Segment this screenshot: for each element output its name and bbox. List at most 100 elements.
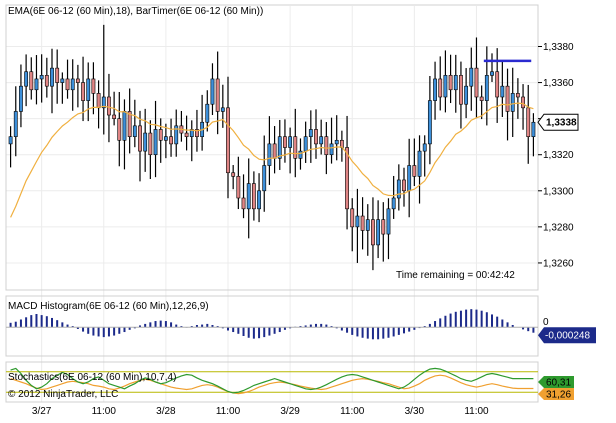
candle-body [371, 219, 375, 246]
candle-body [65, 78, 70, 91]
candle-body [531, 121, 536, 137]
candle-body [13, 111, 18, 137]
candle-body [459, 75, 463, 105]
macd-histogram-bars [9, 309, 535, 340]
candle-body [75, 78, 80, 83]
candle-body [220, 107, 225, 112]
time-axis: 3/27 11:00 3/28 11:00 3/29 11:00 3/30 11:00 [32, 406, 489, 417]
price-axis: 1,33801,33601,33401,33201,33001,32801,32… [538, 42, 574, 269]
candle-body [526, 107, 531, 137]
grid-lines [6, 6, 538, 402]
candle-body [277, 136, 282, 159]
candle-body [391, 197, 396, 210]
macd-label: MACD Histogram(6E 06-12 (60 Min),12,26,9… [8, 301, 209, 312]
candle-body [205, 103, 210, 123]
time-tick-label: 3/30 [405, 406, 425, 417]
last-price-value: 1,3338 [546, 118, 577, 129]
candle-body [138, 125, 142, 152]
candle-body [298, 150, 303, 159]
candle-body [184, 132, 189, 137]
candle-body [505, 85, 510, 112]
price-tick-label: 1,3260 [543, 258, 574, 269]
price-tick-label: 1,3360 [543, 78, 574, 89]
candle-body [158, 129, 163, 141]
candle-body [500, 85, 505, 98]
candle-body [438, 78, 443, 98]
time-tick-label: 11:00 [464, 406, 489, 417]
price-tick-label: 1,3300 [543, 186, 574, 197]
candle-body [29, 71, 34, 91]
candle-body [101, 96, 106, 109]
candle-body [91, 78, 96, 94]
candle-body [412, 165, 417, 177]
candle-body [319, 136, 324, 145]
candle-body [44, 75, 49, 87]
candle-body [490, 71, 494, 76]
stoch-d-value: 31,26 [546, 390, 571, 401]
candle-body [241, 197, 246, 210]
candle-body [132, 125, 137, 137]
price-indicator-label: EMA(6E 06-12 (60 Min),18), BarTimer(6E 0… [8, 6, 263, 17]
macd-last-value: -0,000248 [545, 331, 590, 342]
candle-body [153, 129, 158, 156]
candle-body [469, 67, 474, 87]
candle-body [195, 129, 199, 137]
candle-body [163, 136, 168, 141]
candle-body [422, 143, 427, 152]
candle-body [308, 129, 313, 137]
candle-body [86, 78, 91, 101]
candle-body [427, 100, 432, 145]
candle-body [210, 78, 215, 105]
time-tick-label: 11:00 [340, 406, 365, 417]
candle-body [251, 183, 256, 210]
candle-body [510, 93, 515, 112]
candle-body [474, 67, 479, 98]
time-remaining-label: Time remaining = 00:42:42 [396, 270, 515, 281]
candle-body [386, 208, 391, 235]
candle-body [443, 75, 448, 98]
price-tick-label: 1,3380 [543, 42, 574, 53]
candle-body [267, 143, 272, 166]
candle-body [215, 78, 220, 112]
candle-body [433, 78, 437, 101]
candle-body [174, 125, 179, 145]
candle-body [34, 78, 39, 91]
candle-body [350, 208, 355, 228]
candle-body [96, 93, 101, 109]
stoch-k-line [10, 367, 534, 394]
candle-body [402, 179, 406, 192]
candle-body [324, 136, 329, 156]
candle-body [81, 82, 85, 101]
candle-body [246, 183, 251, 210]
candle-body [19, 85, 23, 112]
candle-body [453, 75, 458, 91]
time-tick-label: 3/28 [156, 406, 176, 417]
candle-body [262, 165, 267, 192]
candle-body [334, 139, 339, 145]
candle-body [50, 67, 54, 87]
candle-body [303, 136, 308, 152]
time-tick-label: 11:00 [216, 406, 241, 417]
candle-body [376, 219, 381, 246]
time-tick-label: 3/27 [32, 406, 52, 417]
candle-body [8, 136, 13, 145]
candle-body [288, 136, 293, 148]
candle-body [39, 75, 44, 80]
candle-body [122, 111, 127, 141]
candle-body [345, 147, 349, 210]
candle-body [484, 75, 489, 101]
candle-body [257, 190, 261, 210]
time-tick-label: 11:00 [92, 406, 117, 417]
candle-body [355, 215, 360, 228]
price-tick-label: 1,3280 [543, 222, 574, 233]
last-price-tag: 1,3338 [537, 113, 579, 131]
candle-body [293, 136, 298, 159]
ema-line [10, 102, 534, 218]
candle-body [112, 114, 117, 119]
price-tick-label: 1,3320 [543, 150, 574, 161]
candle-body [381, 219, 386, 235]
price-panel-frame [5, 4, 539, 291]
candle-body [365, 219, 370, 231]
candle-body [396, 179, 401, 199]
